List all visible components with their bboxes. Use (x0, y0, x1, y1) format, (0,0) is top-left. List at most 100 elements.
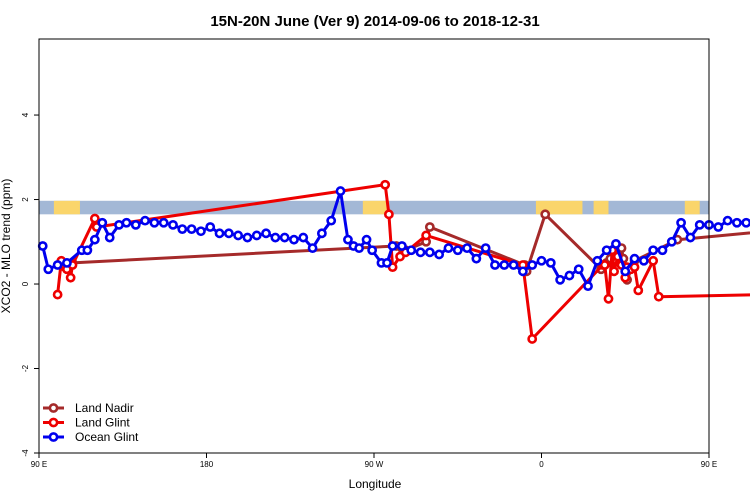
data-point (298, 232, 309, 243)
land-patch (53, 200, 80, 215)
data-point (130, 219, 141, 230)
legend-label: Land Nadir (75, 401, 134, 415)
data-point (434, 249, 445, 260)
data-point (326, 215, 337, 226)
data-point (741, 217, 750, 228)
plot-series (37, 179, 750, 344)
land-strip (39, 200, 709, 215)
data-point (545, 257, 556, 268)
data-point (657, 245, 668, 256)
land-patch (593, 200, 609, 215)
legend-item: Ocean Glint (43, 430, 139, 444)
data-point (592, 255, 603, 266)
data-point (251, 230, 262, 241)
data-point (540, 209, 551, 220)
data-point (609, 266, 619, 277)
data-point (480, 243, 491, 254)
data-point (732, 217, 742, 228)
data-point (415, 247, 426, 258)
data-point (89, 213, 100, 224)
data-point (43, 264, 54, 275)
data-point (424, 222, 435, 232)
data-point (648, 245, 659, 256)
data-point (648, 255, 659, 266)
data-point (517, 266, 528, 277)
data-point (397, 241, 407, 251)
data-point (462, 243, 472, 254)
data-point (62, 257, 72, 268)
data-point (335, 186, 346, 196)
legend-item: Land Nadir (43, 401, 134, 415)
data-point (279, 232, 290, 243)
data-point (599, 260, 610, 270)
data-point (421, 230, 432, 241)
data-point (270, 232, 281, 243)
data-point (611, 238, 621, 249)
land-patch (684, 200, 700, 215)
data-point (82, 245, 93, 256)
data-point (653, 291, 664, 302)
data-point (242, 232, 253, 243)
data-point (564, 270, 575, 281)
data-point (387, 241, 398, 251)
y-tick-label: -2 (21, 364, 30, 372)
data-point (406, 245, 417, 256)
data-point (713, 222, 724, 232)
data-point (508, 260, 519, 270)
series-ocean-glint (37, 186, 750, 292)
data-point (177, 224, 188, 235)
data-point (382, 257, 392, 268)
data-point (149, 217, 160, 228)
data-point (722, 215, 733, 226)
data-point (114, 219, 124, 230)
data-point (233, 230, 244, 241)
x-tick-label: 90 W (365, 460, 384, 469)
x-axis: 90 E 180 90 W 0 90 E (31, 453, 717, 469)
data-point (676, 217, 686, 228)
y-tick-label: -4 (21, 449, 30, 457)
legend-marker (48, 417, 59, 428)
legend-marker (48, 403, 59, 413)
data-point (666, 236, 677, 247)
data-point (121, 217, 132, 228)
x-tick-label: 90 E (701, 460, 717, 469)
data-point (261, 228, 271, 239)
data-point (555, 274, 566, 285)
data-point (104, 232, 115, 243)
y-tick-label: 0 (21, 281, 30, 286)
data-point (205, 222, 216, 232)
data-point (214, 228, 225, 239)
data-point (424, 247, 435, 258)
data-point (196, 226, 206, 237)
data-point (499, 260, 510, 270)
data-point (633, 285, 644, 296)
data-point (140, 215, 150, 226)
data-point (158, 217, 169, 228)
data-point (490, 260, 500, 270)
x-tick-label: 0 (539, 460, 544, 469)
data-point (380, 179, 391, 190)
chart-title: 15N-20N June (Ver 9) 2014-09-06 to 2018-… (210, 13, 539, 30)
data-point (603, 293, 614, 304)
data-point (694, 219, 705, 230)
data-point (307, 243, 318, 254)
data-point (383, 209, 394, 220)
data-point (527, 260, 538, 270)
data-point (354, 243, 365, 254)
data-point (52, 260, 63, 270)
land-patch (362, 200, 389, 215)
data-point (629, 253, 640, 264)
data-point (583, 281, 593, 292)
y-axis-label: XCO2 - MLO trend (ppm) (0, 179, 13, 314)
data-point (471, 253, 482, 264)
data-point (186, 224, 197, 235)
data-point (620, 266, 631, 277)
y-tick-label: 2 (21, 197, 30, 202)
legend-item: Land Glint (43, 416, 130, 430)
data-point (452, 245, 463, 256)
data-point (361, 234, 372, 245)
data-point (601, 245, 612, 256)
data-point (343, 234, 353, 245)
